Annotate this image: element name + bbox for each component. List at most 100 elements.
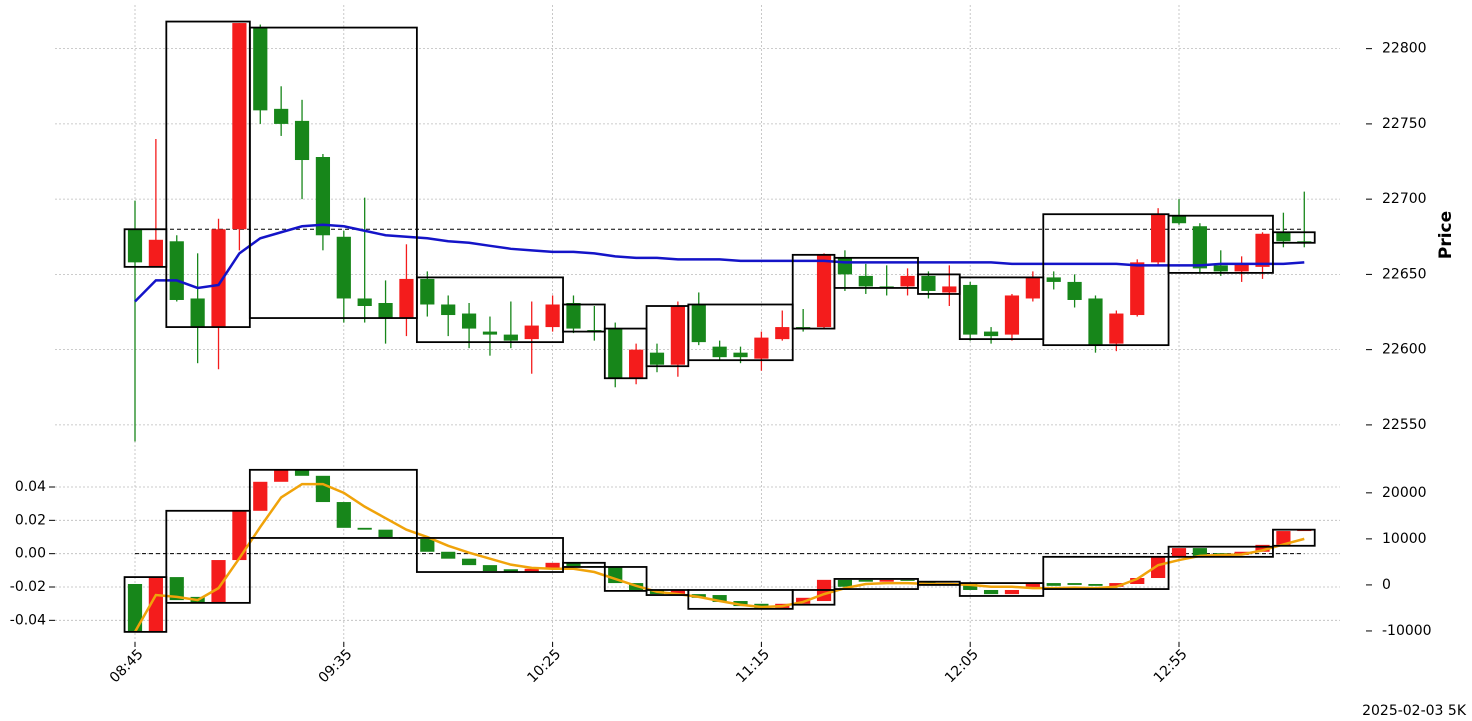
- candle-body: [524, 568, 539, 573]
- candle-body: [1255, 233, 1270, 267]
- y-tick-label: 22700: [1382, 191, 1427, 207]
- candle-body: [294, 120, 310, 161]
- group-box: [1167, 545, 1274, 558]
- candle-body: [1046, 583, 1061, 586]
- candle-body: [253, 27, 268, 111]
- group-box: [1272, 528, 1316, 547]
- y-tick-label: 22550: [1382, 417, 1427, 433]
- indicator-line: [134, 223, 1305, 303]
- y-tick-label: -10000: [1382, 623, 1432, 639]
- candle-body: [336, 236, 351, 299]
- y-tick-label: 10000: [1382, 531, 1427, 547]
- x-tick-label: 08:45: [107, 646, 147, 686]
- candle-body: [1255, 544, 1270, 552]
- candle-body: [441, 551, 456, 559]
- footer-label: 2025-02-03 5K: [1362, 703, 1467, 719]
- candle-body: [357, 298, 372, 307]
- candle-body: [127, 583, 143, 632]
- candle-body: [211, 560, 226, 603]
- candle-body: [775, 327, 790, 340]
- candle-body: [482, 565, 498, 572]
- candle-body: [1067, 281, 1082, 300]
- candle-body: [754, 337, 769, 359]
- candle-body: [983, 331, 999, 337]
- candle-body: [441, 304, 456, 316]
- candle-body: [608, 328, 623, 379]
- candle-body: [274, 108, 289, 124]
- candle-body: [1192, 226, 1207, 269]
- candle-body: [942, 286, 957, 293]
- candle-body: [1192, 548, 1207, 556]
- y-tick-label: 22650: [1382, 266, 1427, 282]
- candle-body: [858, 579, 873, 582]
- candle-body: [670, 589, 685, 595]
- candle-body: [1109, 583, 1124, 587]
- candle-body: [420, 538, 435, 552]
- candle-body: [733, 352, 748, 358]
- candle-body: [148, 239, 163, 267]
- candle-body: [1234, 263, 1249, 272]
- candle-body: [983, 589, 999, 595]
- group-box: [1042, 555, 1170, 590]
- candle-body: [482, 331, 498, 335]
- candle-body: [357, 527, 372, 530]
- group-box: [248, 26, 418, 319]
- candle-body: [1025, 277, 1040, 299]
- group-box: [165, 509, 251, 604]
- candle-body: [294, 469, 310, 476]
- candle-body: [1088, 298, 1103, 346]
- candle-body: [1171, 548, 1187, 557]
- y-tick-label: 0: [1382, 577, 1391, 593]
- candle-body: [1130, 578, 1145, 584]
- y-axis-label: Price: [1436, 211, 1456, 259]
- y2-tick-label: 0.02: [15, 512, 46, 528]
- candle-body: [1088, 583, 1103, 586]
- group-box: [248, 468, 418, 539]
- y-tick-label: 20000: [1382, 485, 1427, 501]
- x-tick-label: 12:55: [1151, 646, 1191, 686]
- y2-tick-label: -0.02: [10, 579, 46, 595]
- candle-body: [315, 475, 331, 503]
- candle-body: [524, 325, 539, 340]
- group-box: [415, 537, 564, 573]
- x-tick-label: 10:25: [524, 646, 564, 686]
- candle-body: [1109, 313, 1124, 344]
- candle-body: [1151, 556, 1166, 579]
- candle-body: [649, 352, 665, 365]
- y2-tick-label: 0.04: [15, 479, 46, 495]
- x-tick-label: 12:05: [942, 646, 982, 686]
- candle-body: [1004, 295, 1020, 335]
- group-box: [562, 561, 606, 568]
- group-box: [791, 253, 836, 330]
- candle-body: [858, 275, 873, 287]
- x-tick-label: 09:35: [316, 646, 356, 686]
- indicator-line: [133, 482, 1305, 633]
- group-box: [1272, 231, 1316, 244]
- candle-body: [1151, 214, 1166, 263]
- candle-body: [1130, 262, 1145, 316]
- candle-body: [127, 229, 143, 263]
- candle-body: [629, 349, 644, 379]
- group-box: [791, 589, 836, 606]
- candle-body: [545, 304, 560, 328]
- candle-body: [190, 298, 205, 328]
- group-box: [833, 256, 919, 289]
- candle-body: [545, 562, 560, 569]
- candle-body: [963, 284, 978, 335]
- group-box: [562, 303, 606, 333]
- candle-body: [1067, 583, 1082, 585]
- candle-body: [232, 510, 247, 561]
- y2-tick-label: -0.04: [10, 612, 46, 628]
- candle-body: [566, 562, 581, 567]
- candle-body: [1276, 531, 1291, 545]
- candle-body: [232, 23, 247, 230]
- candle-body: [211, 229, 226, 328]
- candle-body: [879, 579, 894, 582]
- candle-body: [712, 595, 727, 602]
- candle-body: [566, 302, 581, 329]
- candle-body: [378, 529, 393, 538]
- candle-body: [503, 334, 518, 341]
- candle-body: [1046, 277, 1061, 282]
- candle-body: [274, 469, 289, 482]
- y2-tick-label: 0.00: [15, 546, 46, 562]
